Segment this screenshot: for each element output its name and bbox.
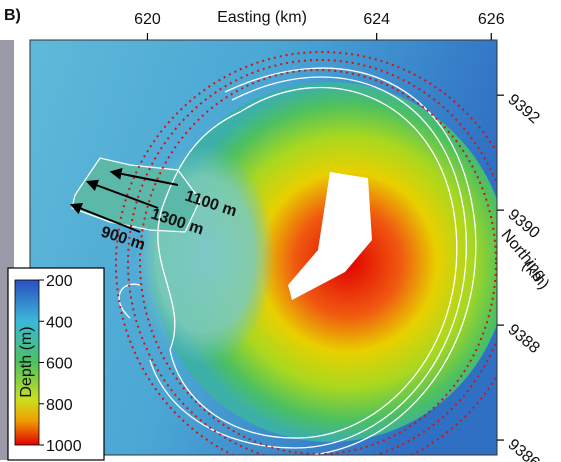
y-tick-label: 9386: [504, 436, 542, 462]
colorbar-tick-label: 800: [46, 397, 73, 414]
colorbar-tick-label: 400: [46, 314, 73, 331]
x-tick-label: 620: [134, 11, 161, 28]
y-tick-label: 9392: [504, 91, 542, 127]
map: [30, 40, 528, 462]
colorbar-tick-label: 1000: [46, 438, 82, 455]
x-tick-label: 624: [363, 11, 390, 28]
colorbar-label: Depth (m): [18, 326, 35, 397]
colorbar-tick-label: 600: [46, 356, 73, 373]
panel-label: B): [4, 7, 21, 24]
x-axis-label: Easting (km): [217, 9, 307, 26]
x-tick-label: 626: [478, 11, 505, 28]
y-tick-label: 9388: [504, 321, 542, 357]
figure: B) Easting (km) Northing (km) 1100 m 130…: [0, 0, 561, 462]
colorbar-tick-label: 200: [46, 273, 73, 290]
